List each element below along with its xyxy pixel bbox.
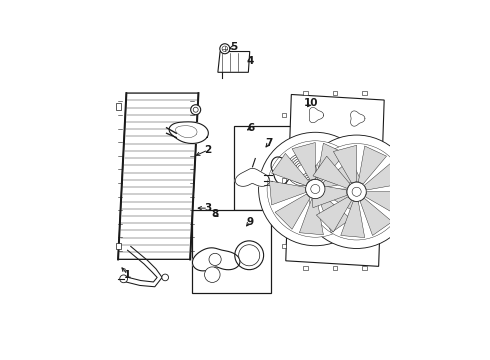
Polygon shape	[324, 189, 362, 212]
Circle shape	[235, 241, 264, 270]
Text: 7: 7	[266, 138, 273, 148]
Polygon shape	[317, 197, 351, 232]
Polygon shape	[341, 201, 365, 238]
Text: 2: 2	[204, 145, 212, 155]
Bar	[362, 91, 367, 95]
Circle shape	[209, 253, 221, 266]
Circle shape	[308, 144, 405, 240]
Bar	[303, 266, 308, 270]
Text: 6: 6	[247, 123, 255, 133]
Text: 4: 4	[246, 56, 253, 66]
Polygon shape	[235, 168, 270, 186]
Polygon shape	[271, 157, 290, 184]
Circle shape	[267, 141, 364, 237]
Polygon shape	[313, 156, 350, 188]
Bar	[303, 91, 308, 95]
Circle shape	[120, 275, 127, 283]
Bar	[282, 178, 286, 183]
Circle shape	[347, 182, 366, 202]
Polygon shape	[311, 184, 347, 208]
Text: 1: 1	[124, 270, 131, 280]
Text: 10: 10	[303, 98, 318, 108]
Polygon shape	[366, 192, 403, 215]
Bar	[192, 210, 270, 293]
Circle shape	[191, 105, 201, 115]
Circle shape	[204, 267, 220, 283]
Circle shape	[239, 245, 260, 266]
Circle shape	[352, 187, 361, 196]
Bar	[116, 103, 121, 110]
Polygon shape	[360, 198, 392, 235]
Polygon shape	[271, 153, 309, 185]
Polygon shape	[333, 145, 357, 183]
Polygon shape	[193, 248, 240, 271]
Polygon shape	[286, 150, 324, 190]
Circle shape	[222, 46, 227, 51]
Circle shape	[193, 107, 198, 112]
Circle shape	[311, 184, 320, 194]
Polygon shape	[351, 111, 365, 126]
Text: 3: 3	[204, 203, 212, 213]
Polygon shape	[299, 199, 323, 235]
Polygon shape	[118, 93, 198, 260]
Bar	[116, 243, 121, 249]
Bar	[333, 91, 337, 95]
Bar	[282, 243, 286, 248]
Polygon shape	[317, 143, 345, 181]
Circle shape	[259, 132, 372, 246]
Polygon shape	[292, 143, 315, 180]
Text: 8: 8	[212, 209, 219, 219]
Polygon shape	[218, 51, 250, 72]
Polygon shape	[358, 146, 387, 184]
Polygon shape	[286, 94, 384, 266]
Text: 9: 9	[246, 217, 253, 227]
Polygon shape	[275, 194, 310, 229]
Polygon shape	[169, 122, 208, 144]
Bar	[333, 266, 337, 270]
Circle shape	[162, 274, 169, 281]
Polygon shape	[270, 181, 306, 205]
Bar	[235, 126, 326, 210]
Circle shape	[306, 179, 325, 199]
Polygon shape	[319, 195, 351, 233]
Text: 5: 5	[230, 42, 237, 52]
Bar	[282, 113, 286, 117]
Polygon shape	[365, 162, 402, 190]
Bar	[362, 266, 367, 270]
Polygon shape	[323, 159, 361, 187]
Polygon shape	[309, 108, 323, 123]
Circle shape	[300, 135, 414, 248]
Circle shape	[220, 44, 230, 54]
